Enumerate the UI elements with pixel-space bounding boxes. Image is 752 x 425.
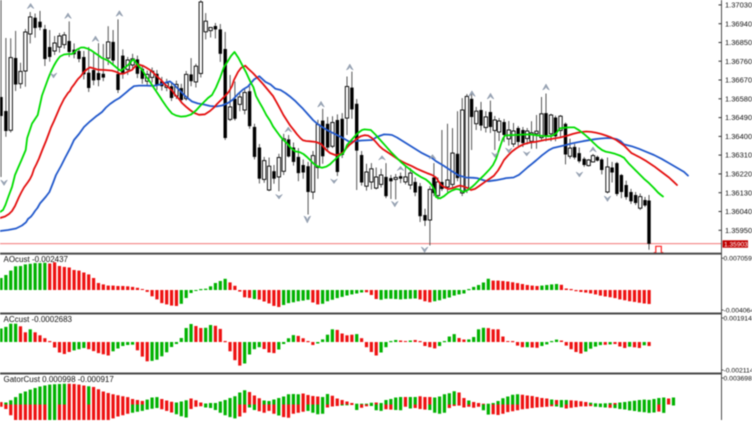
svg-text:-0.0021144: -0.0021144 — [724, 367, 752, 374]
svg-text:1.36580: 1.36580 — [725, 94, 752, 103]
svg-text:1.36940: 1.36940 — [725, 19, 752, 28]
svg-text:1.37030: 1.37030 — [725, 1, 752, 10]
svg-text:0.007059: 0.007059 — [724, 256, 752, 263]
svg-text:AOcust -0.002437: AOcust -0.002437 — [4, 255, 69, 264]
svg-text:1.35903: 1.35903 — [724, 241, 748, 248]
svg-text:0.0019140: 0.0019140 — [724, 315, 752, 322]
svg-text:GatorCust 0.000998 -0.000917: GatorCust 0.000998 -0.000917 — [4, 375, 115, 384]
svg-text:1.36670: 1.36670 — [725, 76, 752, 85]
svg-text:1.36400: 1.36400 — [725, 132, 752, 141]
svg-text:ACcust -0.0002683: ACcust -0.0002683 — [4, 315, 73, 324]
svg-text:1.36130: 1.36130 — [725, 188, 752, 197]
svg-text:1.36310: 1.36310 — [725, 151, 752, 160]
svg-text:1.36850: 1.36850 — [725, 38, 752, 47]
svg-text:1.35950: 1.35950 — [725, 226, 752, 235]
svg-text:-0.004064: -0.004064 — [724, 307, 752, 314]
svg-text:0.003698: 0.003698 — [724, 375, 752, 382]
svg-text:1.36040: 1.36040 — [725, 207, 752, 216]
svg-text:1.36490: 1.36490 — [725, 113, 752, 122]
svg-text:1.36760: 1.36760 — [725, 57, 752, 66]
svg-text:1.36220: 1.36220 — [725, 170, 752, 179]
